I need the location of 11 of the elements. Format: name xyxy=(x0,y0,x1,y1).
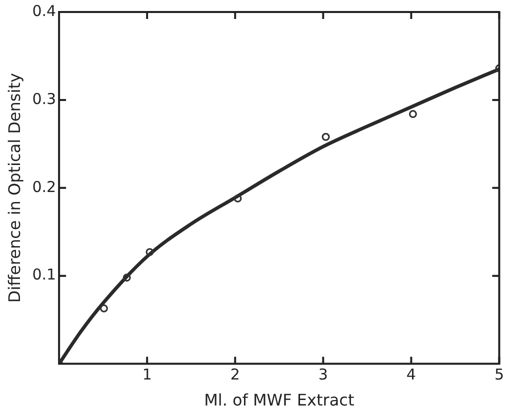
x-axis-title: Ml. of MWF Extract xyxy=(204,390,354,410)
y-tick-label: 0.1 xyxy=(32,266,56,284)
x-tick-label: 2 xyxy=(230,366,240,384)
y-tick-label: 0.4 xyxy=(32,2,56,20)
y-tick-label: 0.3 xyxy=(32,90,56,108)
x-tick-label: 3 xyxy=(318,366,328,384)
y-tick-label: 0.2 xyxy=(32,178,56,196)
x-tick-label: 4 xyxy=(406,366,416,384)
x-tick-label: 5 xyxy=(494,366,504,384)
y-axis-title: Difference in Optical Density xyxy=(4,73,24,303)
x-tick-label: 1 xyxy=(142,366,152,384)
